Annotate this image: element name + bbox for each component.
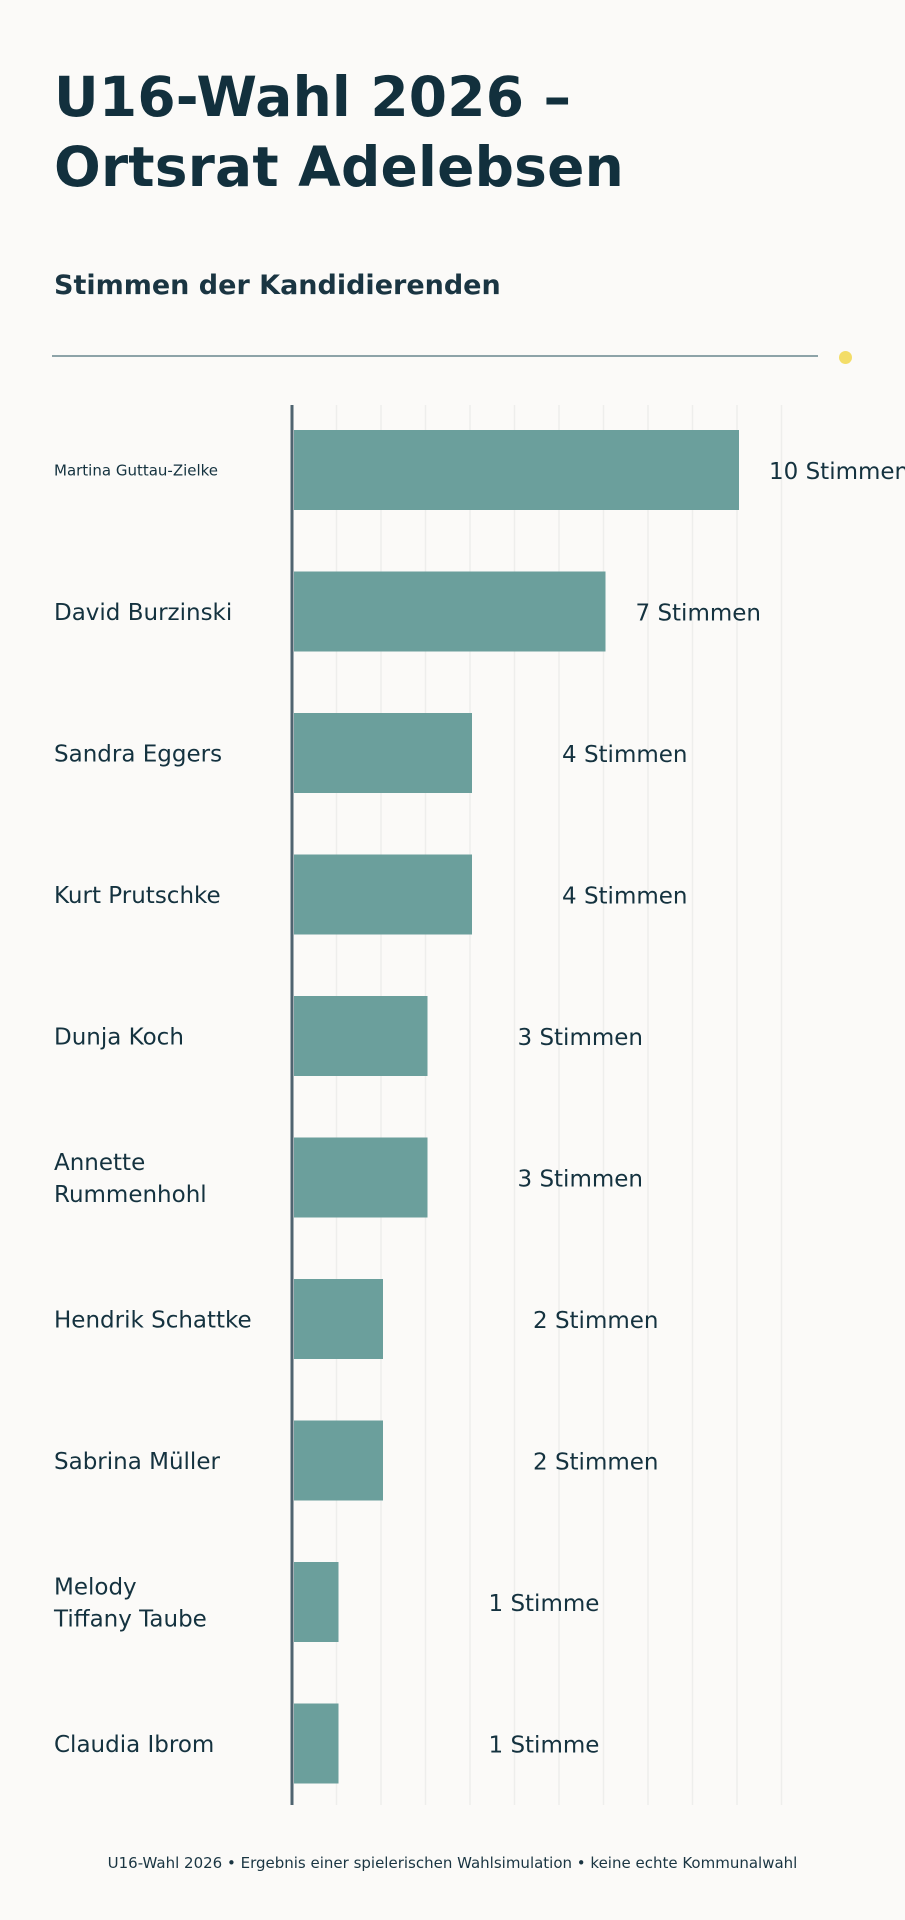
category-label-line: Melody bbox=[54, 1574, 137, 1600]
bar-7 bbox=[294, 1279, 383, 1359]
category-label-line: Kurt Prutschke bbox=[54, 883, 221, 909]
category-label-line: Hendrik Schattke bbox=[54, 1307, 252, 1333]
chart-title-line-1: U16-Wahl 2026 – bbox=[54, 65, 572, 129]
category-label-line: Tiffany Taube bbox=[53, 1606, 207, 1632]
category-label-line: Martina Guttau-Zielke bbox=[54, 461, 218, 479]
bar-4 bbox=[294, 854, 472, 935]
category-label: Sabrina Müller bbox=[54, 1449, 220, 1475]
value-label: 4 Stimmen bbox=[562, 884, 688, 910]
chart-title-line-2: Ortsrat Adelebsen bbox=[54, 135, 624, 199]
bar-5 bbox=[294, 996, 428, 1076]
value-label: 7 Stimmen bbox=[636, 601, 762, 627]
value-label: 3 Stimmen bbox=[518, 1025, 644, 1051]
category-label-line: Sabrina Müller bbox=[54, 1449, 220, 1475]
bar-3 bbox=[294, 713, 472, 793]
value-label: 10 Stimmen bbox=[769, 459, 905, 485]
category-label: Kurt Prutschke bbox=[54, 883, 221, 909]
bar-10 bbox=[294, 1703, 339, 1784]
bar-8 bbox=[294, 1420, 383, 1501]
bar-6 bbox=[294, 1137, 428, 1218]
chart-subtitle: Stimmen der Kandidierenden bbox=[54, 270, 501, 301]
category-label: Claudia Ibrom bbox=[54, 1732, 214, 1758]
category-label: Hendrik Schattke bbox=[54, 1307, 252, 1333]
category-label: Annette Rummenhohl bbox=[54, 1150, 207, 1208]
accent-dot bbox=[839, 351, 852, 364]
header-divider bbox=[52, 355, 818, 357]
value-label: 2 Stimmen bbox=[533, 1450, 659, 1476]
category-label: Dunja Koch bbox=[54, 1024, 184, 1050]
category-label: Sandra Eggers bbox=[54, 741, 222, 767]
category-label: David Burzinski bbox=[54, 600, 232, 626]
value-label: 2 Stimmen bbox=[533, 1308, 659, 1334]
category-label: Melody Tiffany Taube bbox=[53, 1574, 207, 1632]
category-label-line: Annette bbox=[54, 1150, 145, 1176]
bar-1 bbox=[294, 430, 739, 510]
value-label: 1 Stimme bbox=[489, 1733, 600, 1759]
footer-note: U16-Wahl 2026 • Ergebnis einer spieleris… bbox=[107, 1854, 798, 1872]
category-label-line: Dunja Koch bbox=[54, 1024, 184, 1050]
bar-2 bbox=[294, 571, 606, 652]
bar-9 bbox=[294, 1562, 339, 1642]
bar-chart: Martina Guttau-Zielke 10 Stimmen David Bur… bbox=[53, 405, 905, 1805]
chart-title: U16-Wahl 2026 – Ortsrat Adelebsen bbox=[54, 62, 854, 202]
value-label: 1 Stimme bbox=[489, 1591, 600, 1617]
value-label: 4 Stimmen bbox=[562, 742, 688, 768]
category-label-line: Sandra Eggers bbox=[54, 741, 222, 767]
category-label-line: Rummenhohl bbox=[54, 1182, 207, 1208]
category-label-line: Claudia Ibrom bbox=[54, 1732, 214, 1758]
category-label: Martina Guttau-Zielke bbox=[54, 461, 218, 479]
category-label-line: David Burzinski bbox=[54, 600, 232, 626]
value-label: 3 Stimmen bbox=[518, 1167, 644, 1193]
